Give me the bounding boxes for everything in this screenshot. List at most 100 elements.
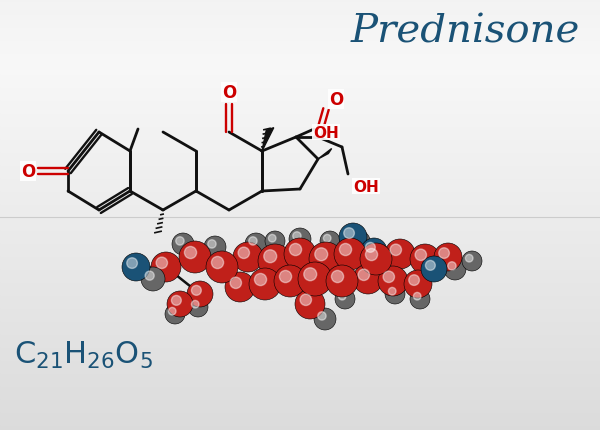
Bar [0, 178, 600, 180]
Circle shape [304, 268, 317, 281]
Bar [0, 323, 600, 324]
Bar [0, 328, 600, 329]
Bar [0, 338, 600, 339]
Bar [0, 420, 600, 421]
Circle shape [388, 288, 396, 295]
Bar [0, 348, 600, 349]
Bar [0, 68, 600, 70]
Bar [0, 318, 600, 319]
Bar [0, 287, 600, 289]
Circle shape [334, 239, 366, 270]
Bar [0, 158, 600, 160]
Bar [0, 89, 600, 91]
Bar [0, 369, 600, 370]
Bar [0, 84, 600, 86]
Bar [0, 283, 600, 284]
Polygon shape [318, 149, 332, 160]
Circle shape [293, 232, 301, 240]
Bar [0, 267, 600, 268]
Circle shape [172, 233, 194, 255]
Bar [0, 49, 600, 51]
Bar [0, 415, 600, 416]
Circle shape [300, 295, 311, 306]
Bar [0, 310, 600, 311]
Bar [0, 300, 600, 301]
Circle shape [361, 239, 387, 264]
Bar [0, 59, 600, 61]
Bar [0, 12, 600, 13]
Bar [0, 207, 600, 209]
Bar [0, 262, 600, 264]
Bar [0, 63, 600, 65]
Bar [0, 181, 600, 183]
Bar [0, 389, 600, 390]
Bar [0, 387, 600, 389]
Bar [0, 109, 600, 111]
Bar [0, 308, 600, 309]
Circle shape [249, 268, 281, 300]
Circle shape [439, 248, 449, 259]
Bar [0, 417, 600, 418]
Bar [0, 341, 600, 342]
Bar [0, 195, 600, 197]
Bar [0, 212, 600, 214]
Circle shape [335, 289, 355, 309]
Bar [0, 315, 600, 316]
Bar [0, 40, 600, 41]
Bar [0, 92, 600, 94]
Circle shape [360, 243, 392, 275]
Bar [0, 406, 600, 408]
Bar [0, 112, 600, 114]
Circle shape [339, 224, 367, 252]
Bar [0, 131, 600, 133]
Bar [0, 372, 600, 373]
Bar [0, 101, 600, 103]
Bar [0, 50, 600, 52]
Bar [0, 117, 600, 119]
Bar [0, 395, 600, 396]
Bar [0, 411, 600, 412]
Bar [0, 408, 600, 410]
Bar [0, 200, 600, 202]
Bar [0, 66, 600, 68]
Bar [0, 276, 600, 277]
Bar [0, 34, 600, 35]
Circle shape [169, 308, 176, 315]
Bar [0, 264, 600, 265]
Bar [0, 371, 600, 372]
Circle shape [165, 304, 185, 324]
Bar [0, 28, 600, 29]
Circle shape [254, 274, 266, 286]
Bar [0, 57, 600, 59]
Bar [0, 217, 600, 218]
Bar [0, 61, 600, 63]
Bar [0, 316, 600, 317]
Bar [0, 163, 600, 165]
Bar [0, 171, 600, 172]
Bar [0, 234, 600, 236]
Bar [0, 22, 600, 23]
Bar [0, 291, 600, 292]
Bar [0, 245, 600, 246]
Bar [0, 79, 600, 81]
Bar [0, 6, 600, 8]
Bar [0, 51, 600, 53]
Bar [0, 21, 600, 22]
Polygon shape [262, 128, 274, 152]
Bar [0, 268, 600, 269]
Bar [0, 18, 600, 19]
Bar [0, 322, 600, 323]
Bar [0, 252, 600, 253]
Bar [0, 384, 600, 386]
Bar [0, 271, 600, 272]
Circle shape [323, 235, 331, 243]
Bar [0, 9, 600, 11]
Bar [0, 375, 600, 376]
Bar [0, 289, 600, 290]
Bar [0, 367, 600, 368]
Bar [0, 119, 600, 121]
Bar [0, 76, 600, 78]
Bar [0, 149, 600, 150]
Bar [0, 257, 600, 258]
Circle shape [421, 256, 447, 283]
